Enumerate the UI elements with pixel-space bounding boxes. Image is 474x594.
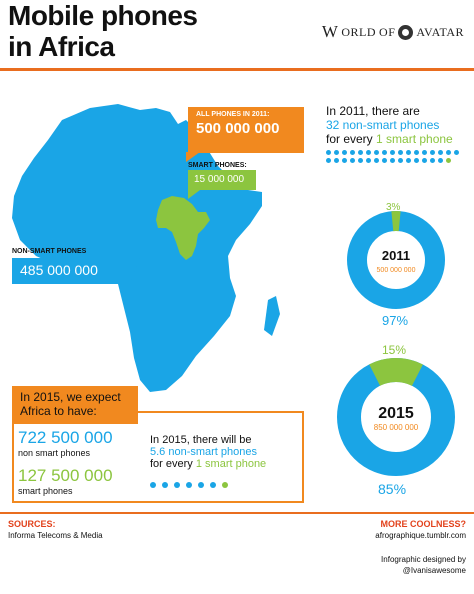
footer-divider [0, 512, 474, 514]
non-smart-phone-dot [390, 150, 395, 155]
non-smart-phone-dot [446, 150, 451, 155]
non-smart-phone-dot [414, 158, 419, 163]
africa-small-inset-shape [156, 196, 210, 260]
title-line-1: Mobile phones [8, 0, 198, 31]
donut-2011-smart-pct: 3% [386, 202, 401, 213]
donut-2011-year: 2011 [382, 248, 410, 263]
stat-2015-line-3: for every 1 smart phone [150, 458, 267, 470]
logo-letter-w: W [321, 22, 339, 41]
non-smart-phone-dot [350, 150, 355, 155]
non-smart-pointer [130, 258, 140, 284]
smart-phones-value: 15 000 000 [188, 170, 256, 190]
non-smart-phone-dot [438, 150, 443, 155]
donut-2015-non-smart-pct: 85% [378, 481, 407, 497]
stat-2011-line-1: In 2011, there are [326, 104, 420, 118]
sources-text: Informa Telecoms & Media [8, 531, 103, 540]
non-smart-phone-dot [374, 158, 379, 163]
dots-2015-row [150, 482, 270, 494]
logo-part-orld: ORLD [341, 24, 377, 39]
expect-2015-frame [12, 411, 304, 503]
logo-part-of: OF [379, 24, 396, 39]
non-smart-phone-dot [422, 158, 427, 163]
designer-handle[interactable]: @Ivanisawesome [402, 566, 466, 575]
page-title: Mobile phones in Africa [8, 0, 198, 62]
non-smart-phone-dot [210, 482, 216, 488]
stat-2015-line-2: 5.6 non-smart phones [150, 446, 258, 458]
all-phones-callout: ALL PHONES IN 2011: 500 000 000 [188, 107, 304, 153]
non-smart-phone-dot [198, 482, 204, 488]
world-of-avatar-logo: W ORLD OF AVATAR [322, 22, 464, 42]
non-smart-phone-dot [398, 150, 403, 155]
smart-phone-dot [446, 158, 451, 163]
non-smart-phone-dot [326, 158, 331, 163]
non-smart-phone-dot [382, 150, 387, 155]
non-smart-phone-dot [382, 158, 387, 163]
expect-2015-smart-value: 127 500 000 [18, 466, 113, 485]
madagascar-shape [264, 296, 280, 336]
non-smart-phone-dot [398, 158, 403, 163]
non-smart-phone-dot [414, 150, 419, 155]
donut-2011: 2011 500 000 000 [347, 211, 445, 309]
all-phones-value: 500 000 000 [196, 120, 280, 137]
donut-2011-smart-arc [347, 211, 445, 309]
dots-2011-grid [326, 150, 466, 166]
stat-2015-line-1: In 2015, there will be [150, 434, 252, 446]
non-smart-phone-dot [150, 482, 156, 488]
donut-2011-non-smart-pct: 97% [382, 313, 409, 328]
non-smart-phone-dot [162, 482, 168, 488]
logo-part-avatar: AVATAR [416, 24, 464, 39]
smart-phone-dot [222, 482, 228, 488]
all-phones-label: ALL PHONES IN 2011: [196, 111, 270, 118]
non-smart-phone-dot [350, 158, 355, 163]
non-smart-phone-dot [422, 150, 427, 155]
non-smart-phone-dot [374, 150, 379, 155]
non-smart-phones-value: 485 000 000 [12, 258, 130, 284]
smart-phones-label: SMART PHONES: [188, 162, 247, 169]
stat-2011-line-3: for every 1 smart phone [326, 132, 453, 146]
non-smart-phone-dot [174, 482, 180, 488]
non-smart-phone-dot [342, 150, 347, 155]
donut-2015-smart-pct: 15% [382, 343, 407, 357]
sources-title: SOURCES: [8, 519, 56, 529]
non-smart-phone-dot [430, 150, 435, 155]
non-smart-phone-dot [366, 158, 371, 163]
non-smart-phone-dot [334, 158, 339, 163]
donut-2015-smart-arc [337, 358, 455, 476]
expect-2015-header: In 2015, we expect Africa to have: [12, 386, 138, 424]
designed-by-label: Infographic designed by [381, 555, 466, 564]
non-smart-phone-dot [358, 158, 363, 163]
stat-2015-block: In 2015, there will be 5.6 non-smart pho… [150, 434, 266, 470]
expect-2015-smart-label: smart phones [18, 486, 73, 496]
non-smart-phone-dot [358, 150, 363, 155]
smart-phones-pointer [188, 190, 200, 199]
non-smart-phone-dot [430, 158, 435, 163]
non-smart-phone-dot [454, 150, 459, 155]
non-smart-phone-dot [326, 150, 331, 155]
non-smart-phone-dot [406, 150, 411, 155]
expect-2015-header-line-2: Africa to have: [20, 404, 97, 418]
non-smart-phone-dot [390, 158, 395, 163]
donut-2015-year: 2015 [378, 405, 414, 422]
expect-2015-header-line-1: In 2015, we expect [20, 390, 121, 404]
donut-2011-total: 500 000 000 [377, 267, 416, 274]
non-smart-phone-dot [366, 150, 371, 155]
donut-2015: 2015 850 000 000 [337, 358, 455, 476]
more-coolness-title: MORE COOLNESS? [380, 519, 466, 529]
globe-seal-icon [398, 24, 414, 40]
non-smart-phone-dot [342, 158, 347, 163]
non-smart-phone-dot [406, 158, 411, 163]
stat-2011-line-2: 32 non-smart phones [326, 118, 440, 132]
header-divider [0, 68, 474, 71]
non-smart-phone-dot [186, 482, 192, 488]
non-smart-phones-label: NON-SMART PHONES [12, 248, 87, 255]
expect-2015-non-smart-value: 722 500 000 [18, 428, 113, 447]
all-phones-pointer [186, 152, 200, 162]
non-smart-phone-dot [334, 150, 339, 155]
title-line-2: in Africa [8, 31, 115, 62]
expect-2015-non-smart-label: non smart phones [18, 448, 91, 458]
stat-2011-block: In 2011, there are 32 non-smart phones f… [326, 104, 453, 146]
donut-2015-total: 850 000 000 [374, 423, 419, 432]
non-smart-phone-dot [438, 158, 443, 163]
more-coolness-link[interactable]: afrographique.tumblr.com [375, 531, 466, 540]
